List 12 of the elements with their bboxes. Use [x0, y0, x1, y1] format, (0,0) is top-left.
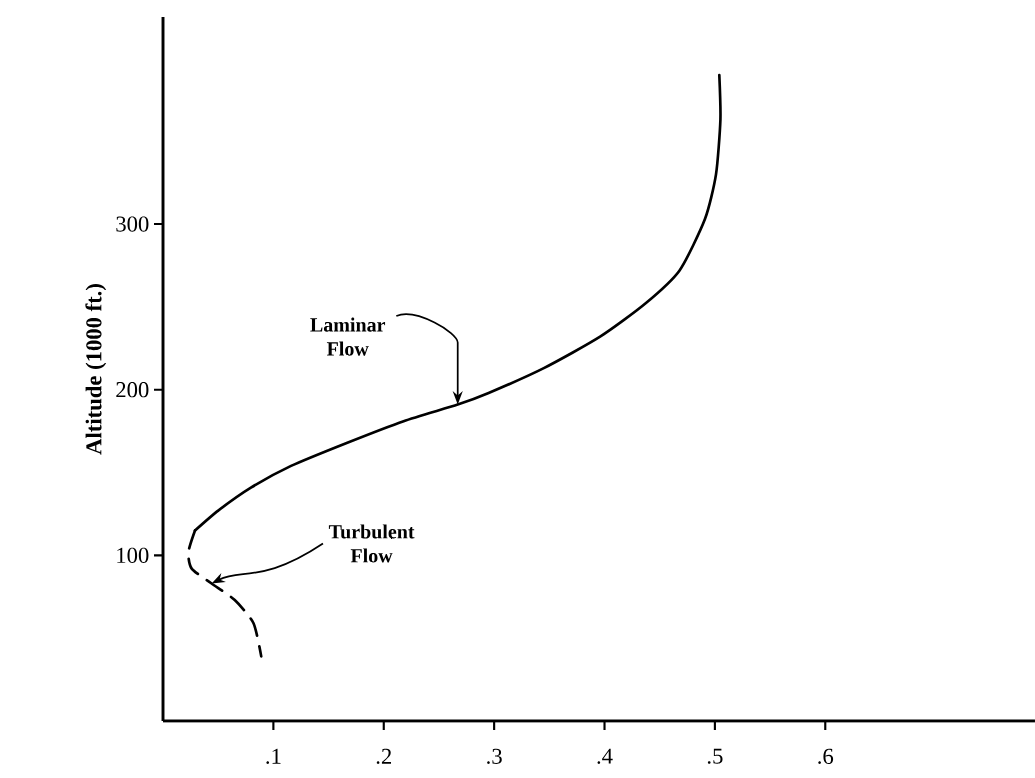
- x-tick-label: .2: [376, 748, 392, 765]
- x-tick-label: .6: [818, 748, 834, 765]
- y-tick-label: 300: [116, 216, 149, 232]
- annotation: Turbulent Flow: [328, 524, 415, 563]
- y-tick-label: 200: [116, 382, 149, 398]
- x-tick-label: .3: [487, 748, 502, 765]
- x-tick-label: .4: [597, 748, 613, 764]
- y-tick-label: 100: [117, 547, 149, 563]
- x-tick-label: .5: [707, 748, 723, 764]
- annotation: Laminar Flow: [310, 317, 386, 356]
- y-axis-title: Altitude (1000 ft.): [85, 284, 107, 455]
- x-tick-label: .1: [266, 748, 281, 764]
